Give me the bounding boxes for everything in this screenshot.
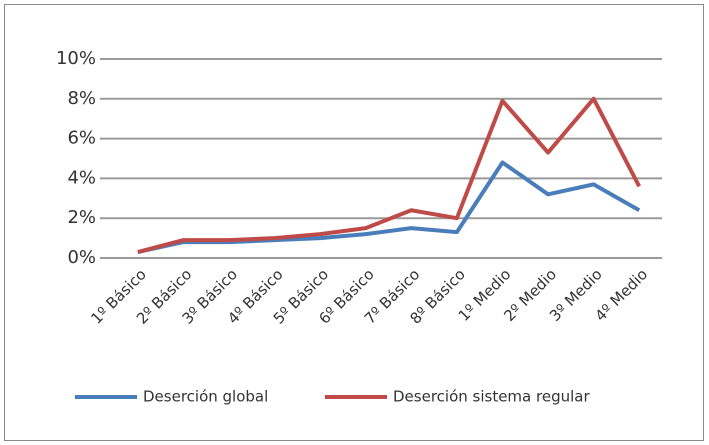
legend-label: Deserción global [143, 388, 268, 406]
y-tick-label: 6% [67, 128, 96, 149]
legend-label: Deserción sistema regular [393, 388, 590, 406]
y-tick-label: 2% [67, 207, 96, 228]
y-tick-label: 10% [56, 48, 96, 69]
series-line [137, 96, 641, 254]
y-tick-label: 8% [67, 88, 96, 109]
y-tick-label: 0% [67, 247, 96, 268]
chart-frame [4, 4, 704, 441]
y-tick-label: 4% [67, 167, 96, 188]
